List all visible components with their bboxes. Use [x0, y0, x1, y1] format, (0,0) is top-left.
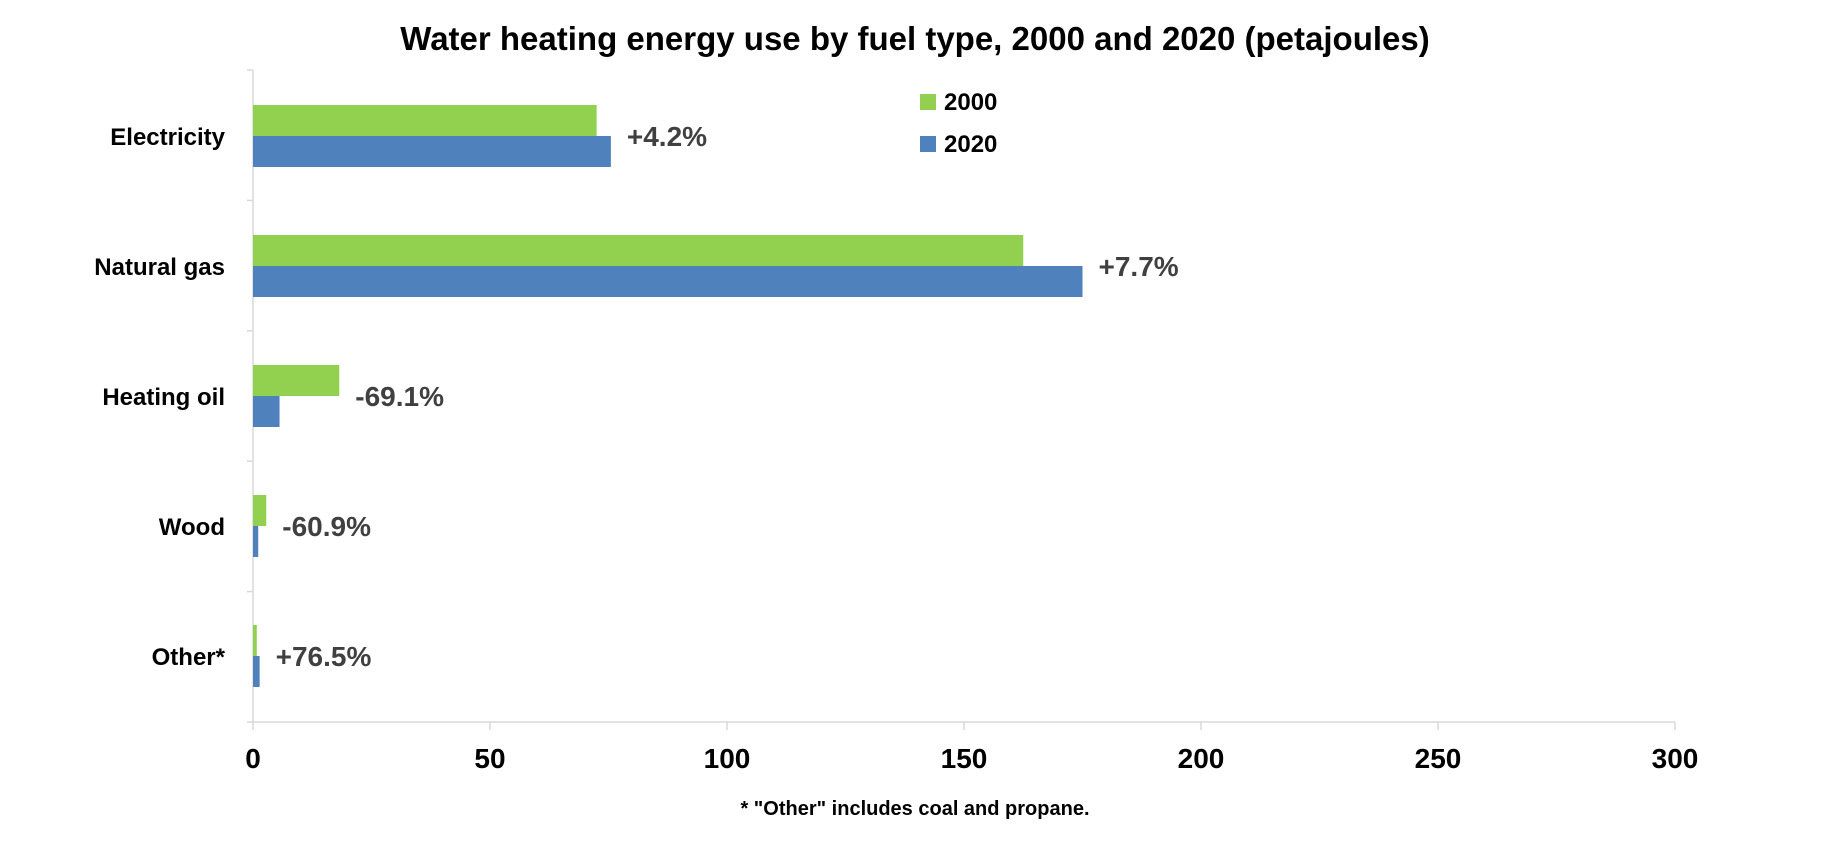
x-tick-label: 300 — [1652, 743, 1699, 774]
legend-swatch-2000 — [920, 94, 936, 110]
bar-2020-heatingoil — [253, 396, 280, 427]
data-label: -69.1% — [355, 381, 444, 412]
bar-2000-other — [253, 625, 257, 656]
category-label: Natural gas — [94, 254, 225, 281]
legend: 2000 2020 — [920, 89, 997, 158]
x-tick-label: 250 — [1415, 743, 1462, 774]
data-label: +7.7% — [1099, 251, 1179, 282]
legend-swatch-2020 — [920, 136, 936, 152]
chart-title: Water heating energy use by fuel type, 2… — [400, 20, 1429, 57]
plot-area: 0 50 100 150 200 250 300 Electricity +4.2% Natura… — [94, 69, 1699, 774]
footnote: * "Other" includes coal and propane. — [740, 798, 1089, 820]
bar-2000-heatingoil — [253, 365, 340, 396]
bar-2000-wood — [253, 495, 267, 526]
category-label: Other* — [152, 644, 226, 671]
legend-label-2020: 2020 — [944, 131, 997, 158]
bar-2020-electricity — [253, 136, 611, 167]
legend-label-2000: 2000 — [944, 89, 997, 116]
x-tick-label: 200 — [1178, 743, 1225, 774]
bar-2020-naturalgas — [253, 266, 1083, 297]
bar-2000-electricity — [253, 105, 597, 136]
bar-2020-wood — [253, 526, 259, 557]
x-tick-label: 0 — [245, 743, 261, 774]
x-tick-label: 150 — [941, 743, 988, 774]
x-tick-label: 100 — [704, 743, 751, 774]
data-label: +76.5% — [276, 641, 372, 672]
bar-2000-naturalgas — [253, 235, 1024, 266]
category-label: Wood — [159, 514, 225, 541]
data-label: +4.2% — [627, 121, 707, 152]
data-label: -60.9% — [282, 511, 371, 542]
category-label: Electricity — [110, 124, 225, 151]
category-label: Heating oil — [102, 384, 225, 411]
bar-2020-other — [253, 656, 260, 687]
x-tick-label: 50 — [474, 743, 505, 774]
